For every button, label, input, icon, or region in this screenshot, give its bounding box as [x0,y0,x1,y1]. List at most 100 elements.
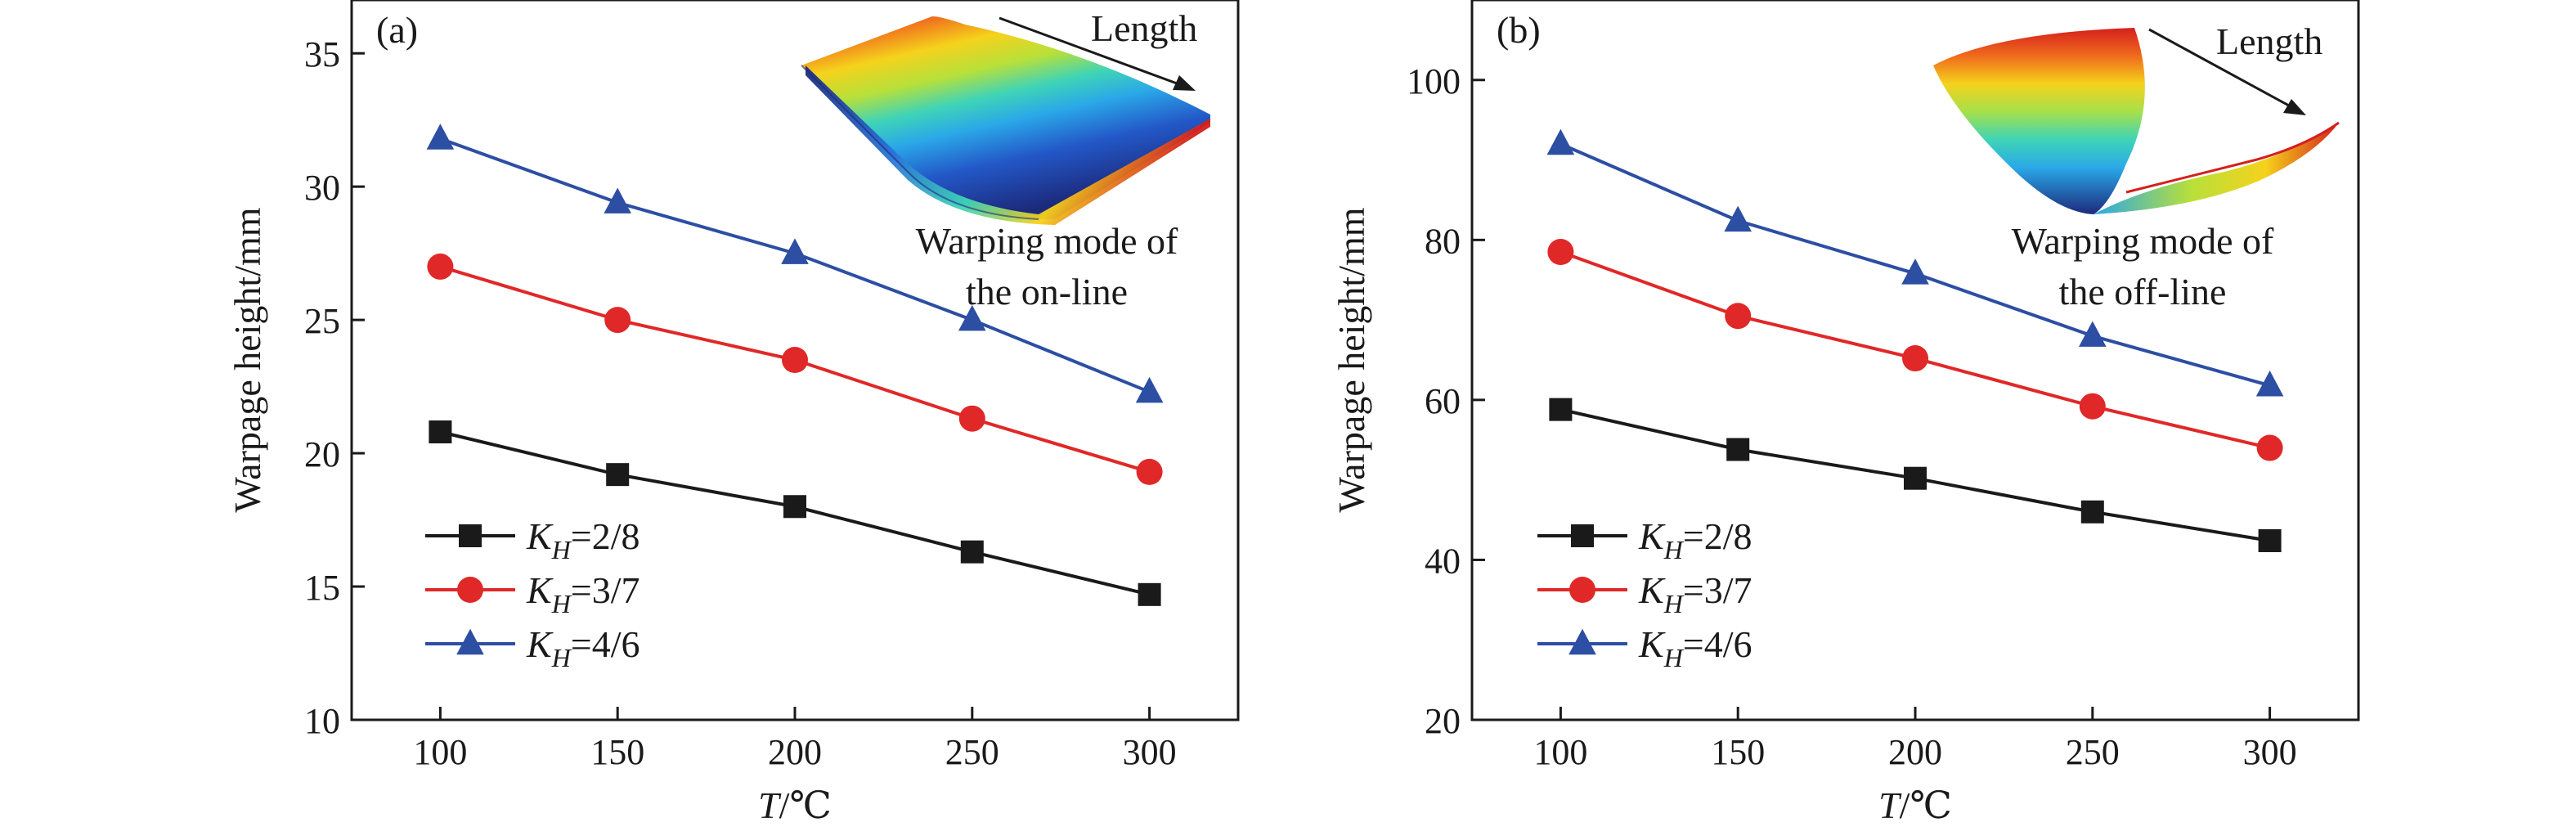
data-point [2079,321,2107,347]
x-axis: 100 150 200 250 300 [1533,707,2297,772]
data-point [1549,398,1573,421]
legend-marker [457,577,483,603]
data-point [606,463,630,487]
legend-symbol: K [526,515,554,557]
legend-value: =4/6 [571,623,640,665]
x-tick-label: 150 [1711,732,1765,772]
length-arrow [2148,28,2306,115]
x-tick-label: 100 [413,732,467,772]
y-tick-label: 60 [1425,381,1461,421]
data-point [426,124,455,150]
annotation-caption-line1: Warping mode of [916,220,1178,262]
y-axis: 10 15 20 25 30 35 [304,34,365,741]
y-tick-label: 40 [1425,541,1461,581]
x-axis: 100 150 200 250 300 [413,707,1177,772]
data-point [2256,434,2283,461]
legend-symbol: K [526,569,554,611]
data-point [960,540,984,564]
x-tick-label: 150 [590,732,644,772]
data-point [782,347,808,373]
legend-subscript: H [1663,535,1685,564]
x-tick-label: 250 [2066,732,2120,772]
legend-entry: KH=4/6 [526,623,640,672]
legend-marker [459,524,482,547]
data-point [2080,500,2104,524]
y-tick-label: 100 [1407,61,1461,101]
data-point [783,495,806,519]
data-point [1902,345,1928,372]
x-axis-label: T/℃ [758,784,832,826]
data-point [1726,438,1750,461]
legend-entry: KH=2/8 [1638,515,1752,564]
data-point [1136,458,1163,485]
x-tick-label: 300 [2243,732,2297,772]
legend-marker [1569,577,1595,603]
length-label: Length [1091,7,1197,49]
warping-mode-illustration [801,16,1210,225]
data-point [1546,128,1575,155]
legend-value: =4/6 [1683,623,1752,665]
legend: KH=2/8KH=3/7KH=4/6 [1537,515,1752,672]
legend-symbol: K [526,623,554,665]
legend-entry: KH=3/7 [1638,569,1752,618]
legend-entry: KH=3/7 [526,569,640,618]
data-point [1135,376,1164,403]
warping-mode-illustration [1933,28,2340,214]
legend-marker [456,628,484,655]
y-axis: 20 40 60 80 100 [1407,61,1485,741]
legend-marker [1571,524,1594,547]
series-layer [426,124,1164,606]
legend-symbol: K [1638,569,1666,611]
panel-a: 10 15 20 25 30 35 100 150 200 250 300 (a) Warpage… [227,0,1240,826]
annotation-caption-line1: Warping mode of [2012,220,2274,262]
x-axis-unit: /℃ [779,784,832,826]
x-tick-label: 100 [1533,732,1587,772]
legend-subscript: H [1663,643,1685,672]
legend-value: =2/8 [571,515,640,557]
x-tick-label: 250 [945,732,999,772]
legend-value: =3/7 [571,569,640,611]
y-tick-label: 20 [304,434,340,474]
data-point [427,253,454,280]
series-layer [1546,128,2284,552]
data-point [604,307,631,334]
x-tick-label: 300 [1123,732,1177,772]
legend-marker [1568,628,1596,655]
y-tick-label: 15 [304,568,340,608]
data-point [2258,528,2282,552]
length-label: Length [2216,20,2322,62]
legend-value: =2/8 [1683,515,1752,557]
data-point [1901,258,1929,285]
panel-b: 20 40 60 80 100 100 150 200 250 300 (b) Warpage … [1331,0,2360,826]
legend: KH=2/8KH=3/7KH=4/6 [425,515,640,672]
legend-symbol: K [1638,515,1666,557]
y-tick-label: 25 [304,301,340,341]
data-point [429,420,452,443]
data-point [958,405,985,432]
data-point [1547,239,1574,265]
data-point [2079,393,2106,420]
x-axis-var: T [758,784,782,826]
panel-label: (b) [1497,9,1541,51]
x-tick-label: 200 [1888,732,1942,772]
y-tick-label: 20 [1425,701,1461,741]
legend-subscript: H [1663,589,1685,618]
y-tick-label: 35 [304,34,340,74]
y-tick-label: 80 [1425,221,1461,261]
legend-value: =3/7 [1683,569,1752,611]
data-point [781,238,809,264]
legend-symbol: K [1638,623,1666,665]
x-tick-label: 200 [768,732,822,772]
legend-entry: KH=4/6 [1638,623,1752,672]
legend-subscript: H [551,643,572,672]
legend-entry: KH=2/8 [526,515,640,564]
panel-label: (a) [376,9,418,51]
data-point [1138,582,1161,606]
x-axis-unit: /℃ [1900,784,1952,826]
data-point [2255,371,2284,397]
x-axis-var: T [1878,784,1902,826]
legend-subscript: H [551,535,572,564]
data-point [1724,205,1752,232]
length-arrow [999,16,1196,91]
